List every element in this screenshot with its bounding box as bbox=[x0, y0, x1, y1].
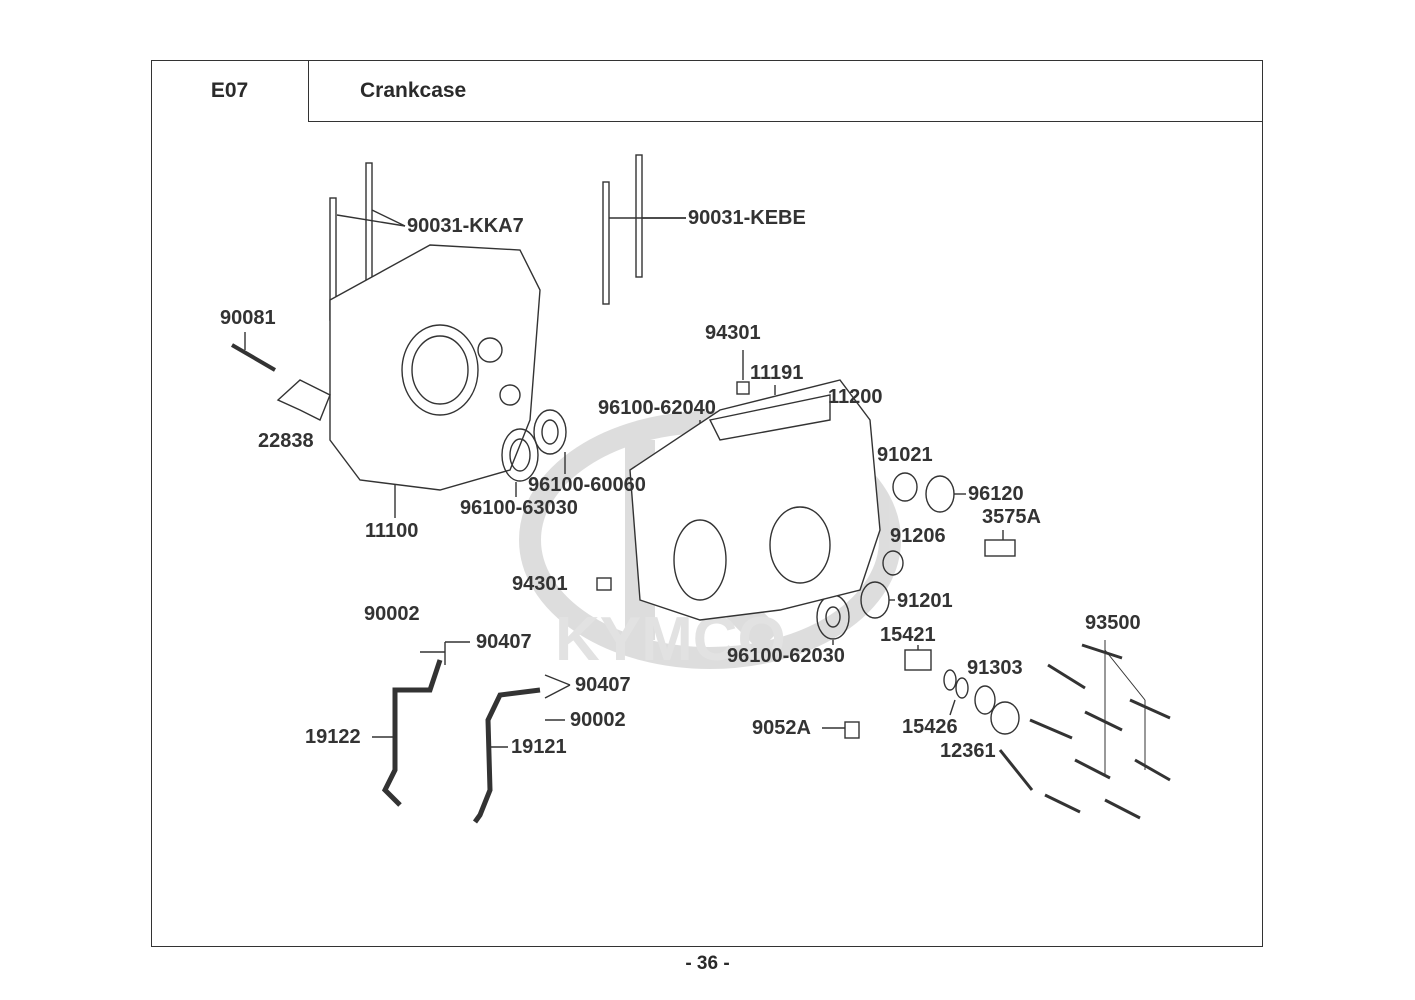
dowel-pin-94301-upper bbox=[736, 381, 750, 395]
part-label: 90031-KKA7 bbox=[407, 215, 524, 237]
part-label: 11191 bbox=[750, 362, 804, 384]
bolt-leader-lines bbox=[1104, 640, 1146, 775]
part-label: 90002 bbox=[570, 709, 626, 731]
oil-hose-19122 bbox=[381, 659, 443, 807]
part-label: 15421 bbox=[880, 624, 936, 646]
part-label: 90407 bbox=[476, 631, 532, 653]
part-label: 91201 bbox=[897, 590, 953, 612]
part-label: 91021 bbox=[877, 444, 933, 466]
part-label: 96100-60060 bbox=[528, 474, 646, 496]
part-label: 96120 bbox=[968, 483, 1024, 505]
stud-bolts-left bbox=[329, 162, 406, 321]
part-label: 19122 bbox=[305, 726, 361, 748]
part-label: 19121 bbox=[511, 736, 567, 758]
part-label: 90031-KEBE bbox=[688, 207, 806, 229]
part-label: 3575A bbox=[982, 506, 1041, 528]
part-label: 94301 bbox=[705, 322, 761, 344]
part-label: 96100-62030 bbox=[727, 645, 845, 667]
part-label: 90002 bbox=[364, 603, 420, 625]
drain-bolt-9052A bbox=[844, 721, 860, 739]
bracket-22838 bbox=[276, 379, 331, 421]
part-label: 96100-63030 bbox=[460, 497, 578, 519]
svg-text:KYMCO: KYMCO bbox=[555, 605, 786, 674]
left-crankcase-half bbox=[329, 244, 541, 491]
part-label: 94301 bbox=[512, 573, 568, 595]
part-label: 12361 bbox=[940, 740, 996, 762]
part-label: 93500 bbox=[1085, 612, 1141, 634]
part-label: 91206 bbox=[890, 525, 946, 547]
diagram-frame bbox=[151, 60, 1263, 947]
part-label: 91303 bbox=[967, 657, 1023, 679]
page-title: Crankcase bbox=[360, 79, 467, 102]
sensor-3575A bbox=[984, 539, 1016, 557]
stud-bolts-right bbox=[602, 154, 686, 305]
header-divider bbox=[309, 121, 1263, 122]
part-label: 9052A bbox=[752, 717, 811, 739]
oil-strainer-15421 bbox=[904, 649, 932, 671]
part-label: 22838 bbox=[258, 430, 314, 452]
section-code: E07 bbox=[151, 60, 309, 122]
part-label: 11100 bbox=[365, 520, 419, 542]
oil-hose-19121 bbox=[472, 687, 541, 824]
part-label: 15426 bbox=[902, 716, 958, 738]
bolts-93500 bbox=[998, 643, 1171, 820]
part-label: 96100-62040 bbox=[598, 397, 716, 419]
right-crankcase-half bbox=[629, 379, 881, 621]
dowel-pin-94301-lower bbox=[596, 577, 612, 591]
part-label: 90407 bbox=[575, 674, 631, 696]
page-number: - 36 - bbox=[685, 953, 730, 974]
part-label: 11200 bbox=[828, 386, 883, 408]
part-label: 90081 bbox=[220, 307, 276, 329]
